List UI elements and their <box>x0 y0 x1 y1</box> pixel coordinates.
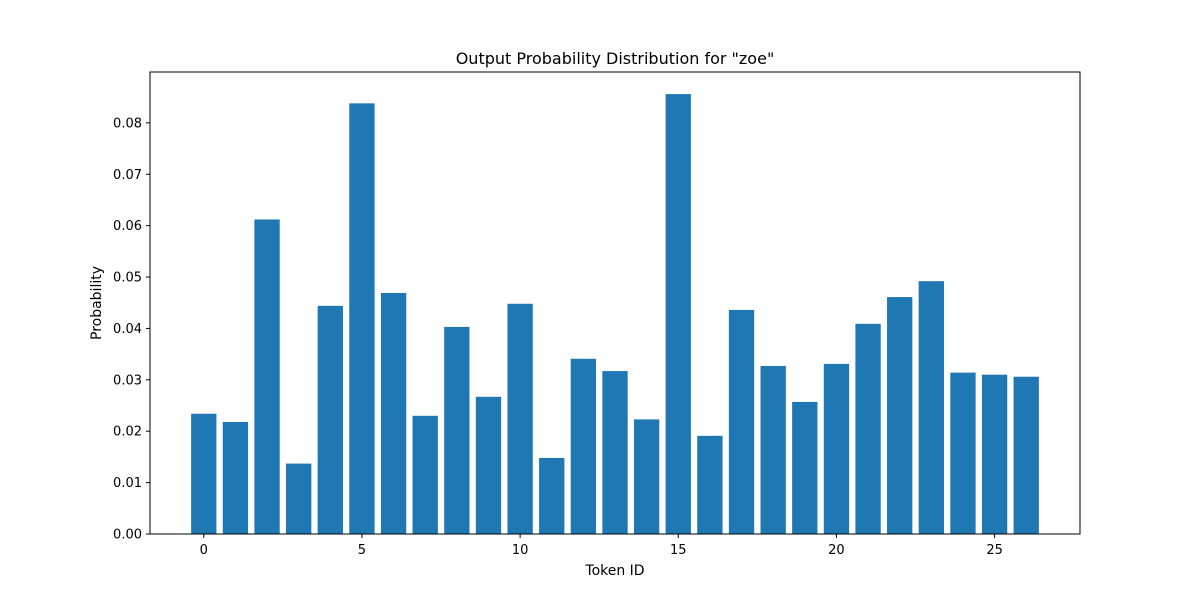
x-tick-label: 20 <box>828 543 845 558</box>
bar-token-13 <box>602 371 628 534</box>
bar-token-26 <box>1013 376 1039 534</box>
bar-token-20 <box>823 363 850 534</box>
bar-token-21 <box>855 323 881 534</box>
bar-token-18 <box>760 365 786 534</box>
x-axis-label: Token ID <box>584 563 644 579</box>
plot-frame <box>149 71 1081 535</box>
bar-token-14 <box>633 419 660 534</box>
y-tick-label: 0.06 <box>113 219 142 234</box>
bar-token-16 <box>697 435 723 534</box>
bar-token-11 <box>539 457 565 534</box>
bars-group <box>191 94 1039 535</box>
bar-token-6 <box>380 292 407 534</box>
bar-token-24 <box>950 372 976 534</box>
y-tick-label: 0.07 <box>113 168 142 183</box>
bar-token-1 <box>222 421 249 534</box>
y-tick-label: 0.08 <box>113 116 142 131</box>
bar-token-9 <box>475 396 502 534</box>
bar-token-8 <box>444 326 470 534</box>
chart-title: Output Probability Distribution for "zoe… <box>456 49 775 68</box>
bar-token-10 <box>507 303 533 534</box>
y-tick-label: 0.00 <box>113 528 142 543</box>
bar-token-4 <box>317 305 343 534</box>
x-tick-label: 0 <box>200 543 208 558</box>
bar-token-2 <box>254 219 280 535</box>
x-tick-label: 10 <box>512 543 529 558</box>
x-tick-label: 5 <box>358 543 366 558</box>
bar-token-7 <box>412 415 438 534</box>
bar-token-17 <box>728 309 755 534</box>
bar-token-3 <box>286 463 312 534</box>
x-tick-label: 25 <box>986 543 1003 558</box>
y-tick-label: 0.02 <box>113 425 142 440</box>
bar-token-0 <box>191 413 217 534</box>
y-axis: 0.00 0.01 0.02 0.03 0.04 0.05 0.06 0.07 0.08 <box>113 116 150 543</box>
y-tick-label: 0.04 <box>113 322 142 337</box>
bar-token-19 <box>792 401 818 534</box>
bar-token-23 <box>918 281 944 534</box>
bar-token-5 <box>349 103 375 534</box>
y-tick-label: 0.01 <box>113 476 142 491</box>
bar-token-25 <box>981 374 1008 534</box>
y-tick-label: 0.03 <box>113 373 142 388</box>
x-axis: 0 5 10 15 20 25 <box>200 534 1003 558</box>
y-tick-label: 0.05 <box>113 271 142 286</box>
y-axis-label: Probability <box>89 266 105 340</box>
x-tick-label: 15 <box>670 543 687 558</box>
bar-token-12 <box>570 358 597 534</box>
bar-token-15 <box>665 94 691 534</box>
bar-token-22 <box>887 297 913 534</box>
